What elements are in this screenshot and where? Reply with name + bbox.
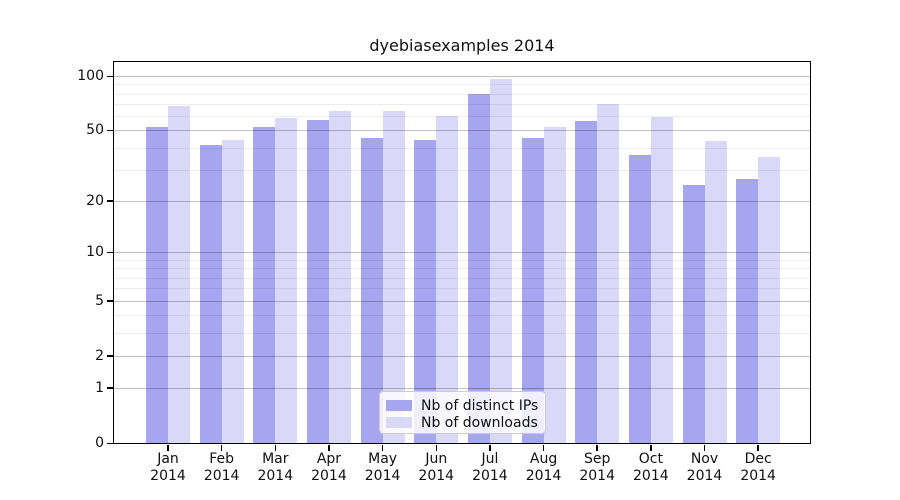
- x-axis-tick: [274, 444, 277, 451]
- bar-nov-distinct-ips: [682, 184, 705, 443]
- x-tick-label: Apr 2014: [311, 451, 347, 484]
- y-axis-tick: [106, 442, 113, 444]
- x-axis-tick: [489, 444, 491, 451]
- y-tick-label: 2: [95, 347, 104, 364]
- y-axis-tick: [106, 251, 113, 254]
- bar-sep-distinct-ips: [575, 121, 598, 443]
- x-tick-label: Oct 2014: [633, 451, 669, 484]
- y-tick-label: 100: [77, 68, 104, 84]
- y-axis-tick: [106, 300, 113, 302]
- plot-canvas: 0 1 2 5 10 20 50 100 Jan 2014 Feb 2014 Mar 2014 Apr 201…: [77, 62, 810, 484]
- x-tick-label: Dec 2014: [740, 451, 776, 484]
- minor-gridline: [114, 93, 810, 95]
- legend-swatch-distinct-ips: [386, 400, 412, 411]
- bar-mar-distinct-ips: [253, 126, 276, 443]
- bar-jan-downloads: [168, 106, 190, 443]
- bar-apr-downloads: [328, 110, 351, 443]
- legend-label-downloads: Nb of downloads: [421, 414, 538, 431]
- x-axis-tick: [220, 444, 223, 451]
- bar-feb-distinct-ips: [199, 144, 222, 443]
- legend-entry-distinct-ips: Nb of distinct IPs: [386, 397, 539, 414]
- x-axis-tick: [435, 444, 437, 451]
- minor-gridline: [114, 104, 810, 105]
- x-axis-tick: [381, 444, 384, 451]
- bar-nov-downloads: [704, 141, 727, 443]
- bar-apr-distinct-ips: [306, 119, 329, 443]
- bar-feb-downloads: [221, 139, 244, 443]
- bar-jul-distinct-ips: [467, 93, 490, 443]
- x-tick-label: Jan 2014: [150, 451, 186, 484]
- bar-dec-distinct-ips: [736, 179, 759, 443]
- plot-area: 0 1 2 5 10 20 50 100 Jan 2014 Feb 2014 Mar 2014 Apr 201…: [77, 61, 811, 484]
- minor-gridline: [114, 84, 810, 86]
- legend-entry-downloads: Nb of downloads: [386, 414, 538, 431]
- y-axis-tick: [106, 129, 113, 132]
- x-axis-tick: [703, 444, 706, 451]
- x-tick-label: Jul 2014: [472, 451, 508, 484]
- x-tick-label: Aug 2014: [525, 451, 562, 484]
- y-tick-label: 20: [86, 192, 104, 209]
- legend-label-distinct-ips: Nb of distinct IPs: [421, 397, 539, 414]
- bar-dec-downloads: [758, 156, 781, 443]
- y-axis-tick: [106, 387, 113, 389]
- x-tick-label: Sep 2014: [579, 451, 615, 484]
- bar-jul-downloads: [489, 79, 512, 443]
- x-axis-tick: [542, 444, 545, 451]
- bar-mar-downloads: [275, 118, 298, 443]
- minor-gridline: [114, 116, 810, 118]
- x-axis-tick: [596, 444, 598, 451]
- x-tick-label: Mar 2014: [257, 451, 294, 484]
- x-tick-label: Jun 2014: [418, 451, 455, 484]
- bar-oct-downloads: [650, 117, 673, 443]
- x-axis-tick: [757, 444, 759, 451]
- x-tick-label: Nov 2014: [686, 451, 723, 484]
- bar-may-downloads: [382, 110, 405, 443]
- bar-aug-downloads: [543, 126, 566, 443]
- chart-title: dyebiasexamples 2014: [369, 36, 555, 55]
- y-tick-label: 10: [86, 244, 104, 261]
- x-tick-label: May 2014: [364, 451, 401, 484]
- x-axis-tick: [650, 444, 652, 451]
- y-tick-label: 0: [95, 435, 104, 451]
- x-axis-tick: [328, 444, 330, 451]
- major-gridline: [114, 76, 810, 77]
- y-axis-tick: [106, 75, 113, 77]
- bar-jun-downloads: [436, 115, 459, 443]
- y-axis-tick: [106, 355, 113, 357]
- y-tick-label: 1: [95, 379, 104, 396]
- bar-aug-distinct-ips: [521, 137, 544, 443]
- legend: Nb of distinct IPs Nb of downloads: [379, 391, 546, 434]
- bar-jun-distinct-ips: [414, 139, 437, 443]
- x-tick-label: Feb 2014: [203, 451, 240, 484]
- y-tick-label: 5: [95, 292, 104, 309]
- bar-oct-distinct-ips: [628, 154, 651, 443]
- major-gridline: [114, 130, 810, 132]
- y-tick-label: 50: [86, 122, 104, 139]
- bar-sep-downloads: [597, 103, 620, 443]
- bar-may-distinct-ips: [360, 137, 383, 443]
- x-axis-tick: [167, 444, 169, 451]
- legend-swatch-downloads: [386, 417, 412, 428]
- bar-jan-distinct-ips: [146, 126, 168, 443]
- y-axis-tick: [106, 200, 113, 202]
